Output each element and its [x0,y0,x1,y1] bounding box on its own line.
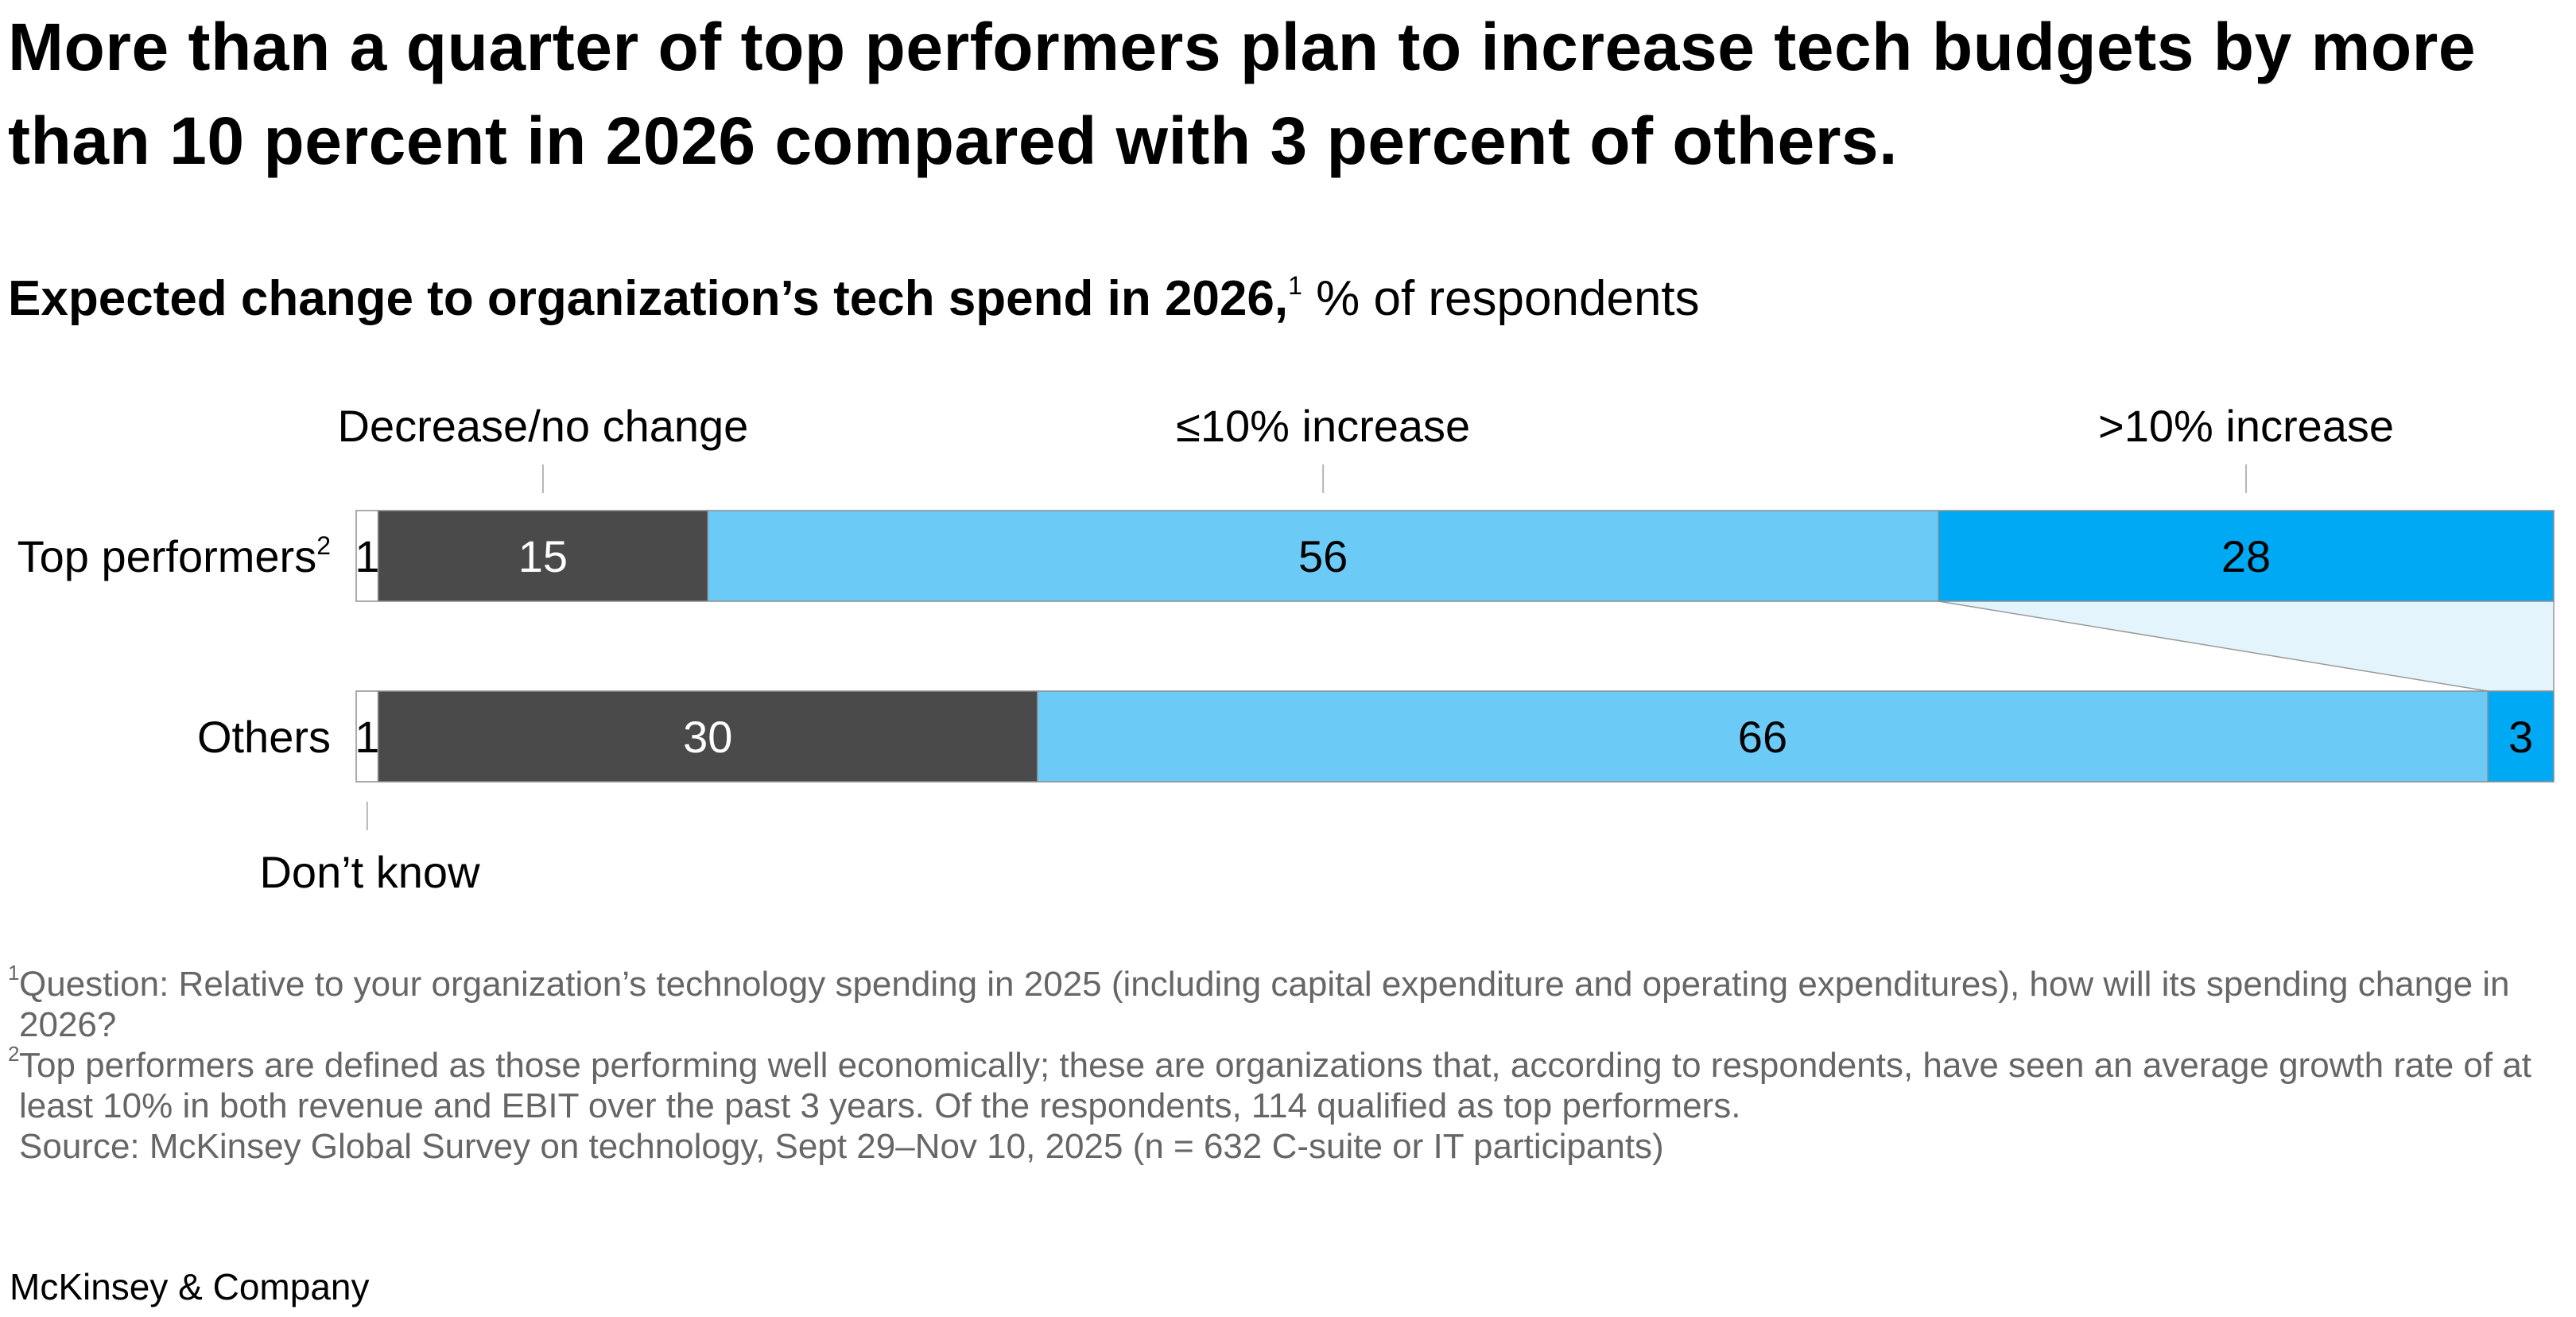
category-footnote-marker: 2 [316,531,331,560]
subtitle-main: Expected change to organization’s tech s… [8,271,1289,326]
legend-label-decrease-no-change: Decrease/no change [338,401,749,451]
bar-segment-top-performers-don-t-know [355,510,379,602]
footnote-2: 2 Top performers are defined as those per… [8,1042,2552,1126]
footnote-1-marker: 1 [8,961,20,985]
data-label-top-performers-10-increase: 28 [2221,531,2271,581]
category-label-text: Others [197,712,331,762]
legend-label-10-increase: >10% increase [2098,401,2394,451]
chart-headline: More than a quarter of top performers pl… [8,10,2477,178]
footnote-1: 1 Question: Relative to your organization… [8,961,2552,1045]
bar-segment-others-decrease-no-change [377,690,1038,783]
bar-segment-top-performers-decrease-no-change [377,510,708,602]
bar-segment-top-performers-10-increase [1938,510,2555,602]
legend-label-10-increase: ≤10% increase [1176,401,1470,451]
category-label-top-performers: Top performers2 [17,531,331,581]
footnote-2-text: Top performers are defined as those perf… [19,1046,2532,1125]
data-label-others-decrease-no-change: 30 [683,712,732,762]
subtitle-unit: % of respondents [1302,271,1700,326]
data-label-others-10-increase: 66 [1738,712,1787,762]
footnotes: 1 Question: Relative to your organization… [8,961,2552,1167]
category-label-others: Others [197,712,331,762]
highlight-connector [1938,601,2554,691]
subtitle-footnote-marker: 1 [1288,271,1302,300]
footnote-2-marker: 2 [8,1042,20,1066]
data-label-top-performers-decrease-no-change: 15 [518,531,568,581]
bar-segment-top-performers-10-increase [707,510,1939,602]
brand-logo-text: McKinsey & Company [10,1266,370,1307]
source-note: Source: McKinsey Global Survey on techno… [19,1127,1664,1166]
data-label-top-performers-10-increase: 56 [1298,531,1348,581]
data-label-others-don-t-know: 1 [355,712,379,762]
bar-segment-others-10-increase [1037,690,2489,783]
highlight-connector-edge [1938,600,2489,692]
data-label-others-10-increase: 3 [2508,712,2533,762]
data-label-top-performers-don-t-know: 1 [355,531,379,581]
footnote-1-text: Question: Relative to your organization’… [19,965,2510,1044]
chart-subtitle: Expected change to organization’s tech s… [8,267,1700,331]
legend-label-dont-know: Don’t know [259,847,480,897]
category-label-text: Top performers [17,531,317,581]
bar-segment-others-10-increase [2487,690,2555,783]
